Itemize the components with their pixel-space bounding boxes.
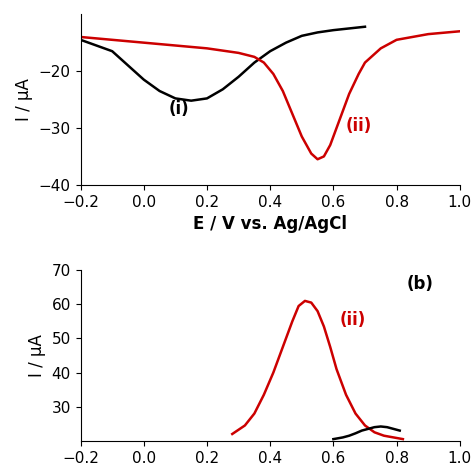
Text: (ii): (ii) bbox=[340, 311, 366, 329]
X-axis label: E / V vs. Ag/AgCl: E / V vs. Ag/AgCl bbox=[193, 215, 347, 233]
Text: (b): (b) bbox=[406, 275, 433, 293]
Y-axis label: I / μA: I / μA bbox=[15, 78, 33, 121]
Text: (i): (i) bbox=[169, 100, 190, 118]
Y-axis label: I / μA: I / μA bbox=[28, 334, 46, 377]
Text: (ii): (ii) bbox=[346, 117, 372, 135]
